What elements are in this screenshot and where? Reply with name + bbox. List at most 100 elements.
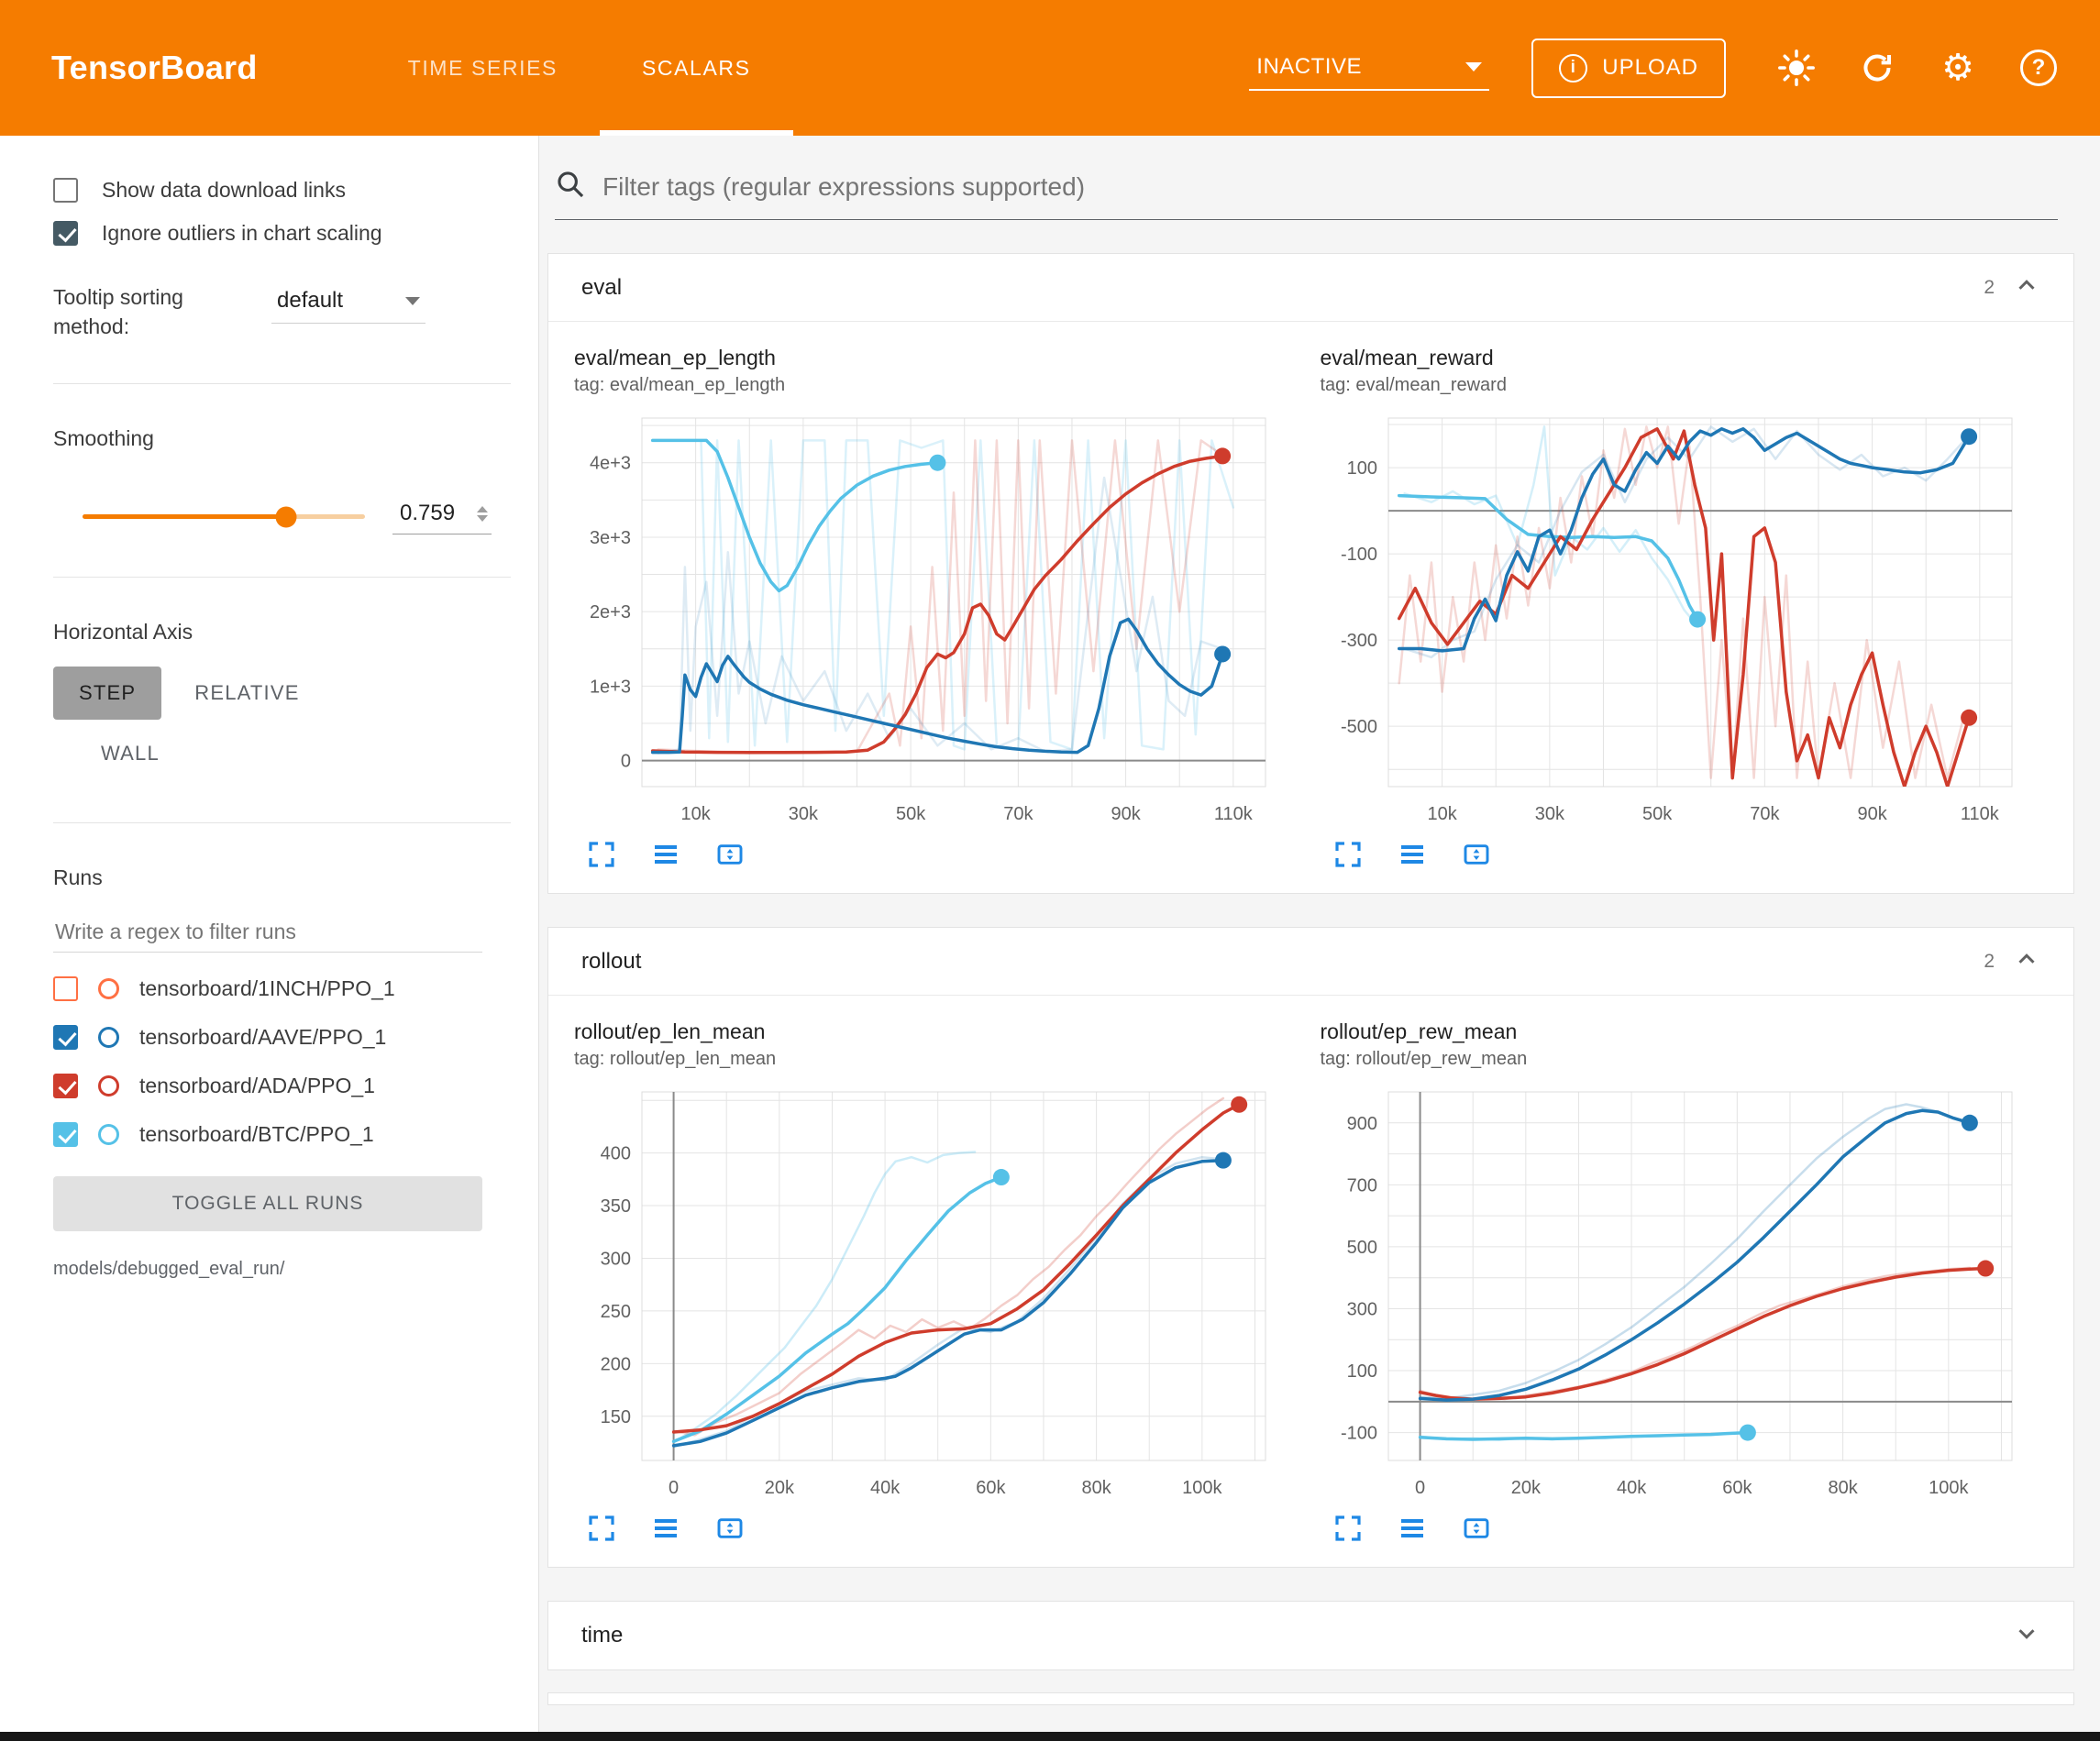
svg-text:70k: 70k (1003, 804, 1033, 824)
svg-text:90k: 90k (1111, 804, 1141, 824)
run-color-swatch[interactable] (98, 1027, 119, 1049)
tab-scalars[interactable]: SCALARS (600, 0, 793, 136)
smoothing-slider-fill (83, 514, 286, 520)
line-chart-plot[interactable]: 0 20k 40k 60k 80k 100k 150 200 250 300 350 400 (574, 1077, 1280, 1508)
settings-sidebar: Show data download links Ignore outliers… (0, 136, 539, 1732)
ignore-outliers-checkbox[interactable] (53, 221, 78, 246)
svg-text:150: 150 (601, 1407, 631, 1427)
axis-relative-button[interactable]: RELATIVE (194, 681, 300, 705)
section-title: eval (581, 274, 623, 300)
run-color-swatch[interactable] (98, 1124, 119, 1146)
section-header-time[interactable]: time (548, 1602, 2073, 1669)
chart-title: rollout/ep_rew_mean (1320, 1019, 1518, 1043)
runs-directory-path: models/debugged_eval_run/ (53, 1259, 285, 1280)
svg-text:-300: -300 (1340, 631, 1376, 651)
section-header-eval[interactable]: eval 2 (548, 254, 2073, 322)
section-body-rollout: rollout/ep_len_mean tag: rollout/ep_len_… (548, 996, 2073, 1567)
divider (53, 383, 511, 385)
expand-chart-icon[interactable] (587, 840, 616, 869)
toggle-all-runs-button[interactable]: TOGGLE ALL RUNS (53, 1176, 482, 1232)
runs-filter-input[interactable] (53, 912, 482, 953)
svg-text:100: 100 (1346, 1361, 1376, 1382)
svg-text:10k: 10k (1427, 804, 1457, 824)
svg-text:3e+3: 3e+3 (590, 528, 631, 548)
fit-domain-icon[interactable] (1462, 840, 1491, 869)
data-table-icon[interactable] (1398, 840, 1427, 869)
chevron-up-icon[interactable] (2013, 271, 2040, 303)
status-dropdown-value: INACTIVE (1256, 54, 1362, 79)
chevron-up-icon[interactable] (2013, 945, 2040, 977)
section-header-rollout[interactable]: rollout 2 (548, 928, 2073, 996)
filter-tags-input[interactable] (602, 171, 2058, 202)
fit-domain-icon[interactable] (1462, 1514, 1491, 1543)
svg-text:400: 400 (601, 1144, 631, 1164)
chart-rollout-ep-rew-mean: rollout/ep_rew_mean tag: rollout/ep_rew_… (1321, 1019, 2067, 1543)
run-checkbox[interactable] (53, 976, 78, 1002)
run-checkbox[interactable] (53, 1025, 78, 1051)
expand-chart-icon[interactable] (1333, 1514, 1363, 1543)
run-row-btc[interactable]: tensorboard/BTC/PPO_1 (53, 1122, 511, 1148)
svg-text:100k: 100k (1182, 1478, 1222, 1498)
line-chart-plot[interactable]: 10k 30k 50k 70k 90k 110k 0 1e+3 2e+3 3e+3 4e+3 (574, 403, 1280, 834)
help-icon[interactable]: ? (2017, 47, 2060, 89)
run-row-aave[interactable]: tensorboard/AAVE/PPO_1 (53, 1025, 511, 1051)
axis-wall-button[interactable]: WALL (101, 742, 160, 766)
ignore-outliers-label: Ignore outliers in chart scaling (102, 221, 382, 245)
run-row-ada[interactable]: tensorboard/ADA/PPO_1 (53, 1074, 511, 1099)
show-download-links-row[interactable]: Show data download links (53, 178, 511, 203)
brightness-icon[interactable] (1775, 47, 1818, 89)
settings-gear-icon[interactable]: ⚙ (1941, 48, 1974, 88)
svg-text:70k: 70k (1750, 804, 1780, 824)
svg-text:250: 250 (601, 1302, 631, 1322)
svg-text:110k: 110k (1960, 804, 1999, 824)
chart-tag: tag: eval/mean_ep_length (574, 375, 786, 395)
line-chart-plot[interactable]: 0 20k 40k 60k 80k 100k -100 100 300 500 700 900 (1321, 1077, 2027, 1508)
tab-time-series[interactable]: TIME SERIES (407, 55, 558, 80)
chart-toolbar (1333, 840, 2067, 869)
data-table-icon[interactable] (651, 1514, 680, 1543)
data-table-icon[interactable] (1398, 1514, 1427, 1543)
line-chart-plot[interactable]: 10k 30k 50k 70k 90k 110k 100 -100 -300 -500 (1321, 403, 2027, 834)
chart-title: eval/mean_ep_length (574, 346, 776, 369)
upload-button[interactable]: i UPLOAD (1531, 38, 1726, 98)
svg-text:700: 700 (1346, 1175, 1376, 1196)
nav-tabs: TIME SERIES SCALARS (366, 0, 793, 136)
svg-text:40k: 40k (870, 1478, 901, 1498)
chart-tag: tag: eval/mean_reward (1320, 375, 1507, 395)
run-checkbox[interactable] (53, 1122, 78, 1148)
run-checkbox[interactable] (53, 1074, 78, 1099)
ignore-outliers-row[interactable]: Ignore outliers in chart scaling (53, 221, 511, 246)
tooltip-sorting-select[interactable]: default (271, 284, 426, 324)
chevron-down-icon[interactable] (2013, 1620, 2040, 1652)
svg-text:300: 300 (601, 1249, 631, 1269)
axis-step-button[interactable]: STEP (53, 667, 162, 721)
expand-chart-icon[interactable] (1333, 840, 1363, 869)
svg-text:900: 900 (1346, 1114, 1376, 1134)
run-row-1inch[interactable]: tensorboard/1INCH/PPO_1 (53, 976, 511, 1002)
run-color-swatch[interactable] (98, 1075, 119, 1097)
data-table-icon[interactable] (651, 840, 680, 869)
svg-text:0: 0 (669, 1478, 679, 1498)
smoothing-row: 0.759 (83, 499, 511, 535)
fit-domain-icon[interactable] (715, 1514, 745, 1543)
horizontal-axis-buttons: STEP RELATIVE WALL (53, 667, 511, 780)
smoothing-value-input[interactable]: 0.759 (392, 499, 492, 535)
status-dropdown[interactable]: INACTIVE (1249, 45, 1490, 91)
refresh-icon[interactable] (1856, 47, 1898, 89)
spinner-icons[interactable] (477, 505, 488, 522)
svg-text:90k: 90k (1857, 804, 1887, 824)
expand-chart-icon[interactable] (587, 1514, 616, 1543)
smoothing-slider-thumb[interactable] (275, 506, 297, 528)
fit-domain-icon[interactable] (715, 840, 745, 869)
svg-text:2e+3: 2e+3 (590, 602, 631, 623)
run-color-swatch[interactable] (98, 978, 119, 1000)
tooltip-sorting-value: default (277, 288, 344, 313)
show-download-links-checkbox[interactable] (53, 178, 78, 203)
svg-text:100: 100 (1346, 458, 1376, 479)
chart-toolbar (1333, 1514, 2067, 1543)
show-download-links-label: Show data download links (102, 178, 346, 202)
spinner-up-icon[interactable] (477, 505, 488, 512)
smoothing-slider[interactable] (83, 506, 365, 528)
section-count: 2 (1984, 276, 1995, 298)
spinner-down-icon[interactable] (477, 514, 488, 522)
